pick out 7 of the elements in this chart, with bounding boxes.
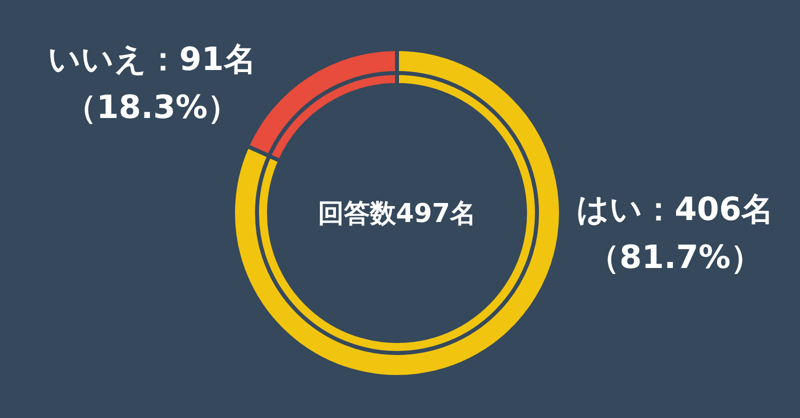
text: （81.7%） <box>587 238 763 276</box>
text: 回答数497名 <box>318 199 476 230</box>
slice-label: いいえ <box>48 40 148 78</box>
data-label: ：91名 <box>147 40 256 78</box>
slice-label: はい <box>576 190 643 228</box>
text: （18.3%） <box>64 88 240 126</box>
data-label: ：406名 <box>642 190 774 228</box>
